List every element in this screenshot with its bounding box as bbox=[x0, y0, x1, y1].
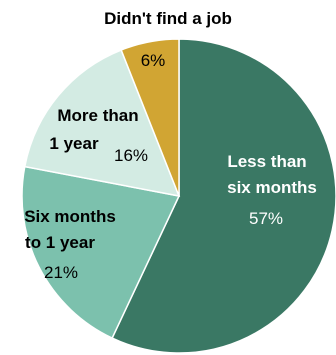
slice-pct-didnt-find-a-job: 6% bbox=[141, 51, 166, 70]
pie-slice-didnt-find-a-job bbox=[120, 38, 180, 197]
slice-label-6-months-to-1-year-line1: Six months bbox=[24, 207, 116, 226]
slice-label-6-months-to-1-year-line2: to 1 year bbox=[25, 233, 95, 252]
pie-slice-less-than-6-months bbox=[111, 38, 336, 354]
slice-label-less-than-6-months-line1: Less than bbox=[227, 152, 306, 171]
pie-slice-6-months-to-1-year bbox=[21, 165, 181, 340]
slice-pct-more-than-1-year: 16% bbox=[114, 146, 148, 165]
slice-pct-6-months-to-1-year: 21% bbox=[44, 263, 78, 282]
slice-label-more-than-1-year-line2: 1 year bbox=[49, 134, 99, 153]
pie-slices bbox=[21, 38, 336, 354]
slice-label-more-than-1-year-line1: More than bbox=[57, 106, 138, 125]
pie-slice-more-than-1-year bbox=[23, 49, 181, 197]
slice-label-less-than-6-months-line2: six months bbox=[227, 178, 317, 197]
slice-label-didnt-find-a-job: Didn't find a job bbox=[104, 9, 232, 28]
slice-pct-less-than-6-months: 57% bbox=[249, 209, 283, 228]
